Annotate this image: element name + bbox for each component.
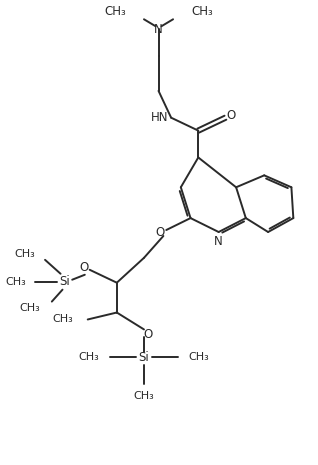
Text: CH₃: CH₃ xyxy=(189,352,209,362)
Text: HN: HN xyxy=(151,111,168,124)
Text: CH₃: CH₃ xyxy=(191,5,213,18)
Text: O: O xyxy=(143,328,152,341)
Text: CH₃: CH₃ xyxy=(52,314,73,325)
Text: Si: Si xyxy=(59,275,70,288)
Text: CH₃: CH₃ xyxy=(15,249,35,259)
Text: O: O xyxy=(227,109,236,122)
Text: N: N xyxy=(214,235,223,248)
Text: Si: Si xyxy=(139,351,149,364)
Text: CH₃: CH₃ xyxy=(79,352,99,362)
Text: O: O xyxy=(156,226,165,239)
Text: O: O xyxy=(79,261,88,274)
Text: CH₃: CH₃ xyxy=(104,5,126,18)
Text: CH₃: CH₃ xyxy=(19,303,40,312)
Text: CH₃: CH₃ xyxy=(5,277,26,287)
Text: CH₃: CH₃ xyxy=(134,391,154,401)
Text: N: N xyxy=(154,23,163,36)
